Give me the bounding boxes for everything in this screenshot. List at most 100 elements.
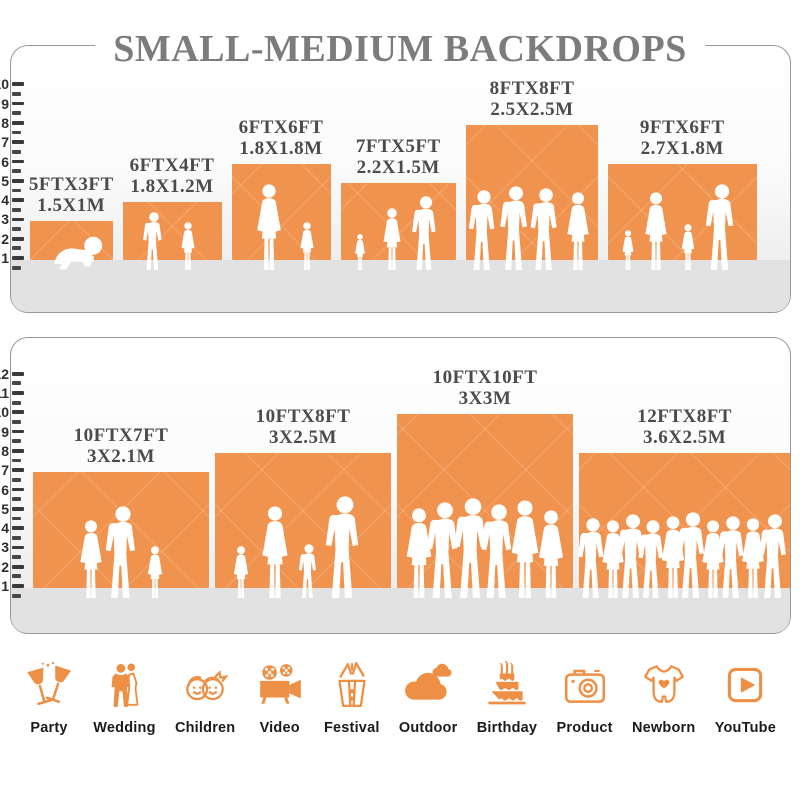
axis-minor-tick — [12, 92, 21, 96]
size-feet-text: 5FTX3FT — [28, 174, 114, 196]
person-silhouette-woman — [661, 516, 684, 598]
axis-tick-label: 3 — [1, 211, 9, 228]
size-feet-text: 8FTX8FT — [489, 77, 575, 99]
size-feet-text: 10FTX10FT — [432, 367, 538, 389]
category-item-wedding: Wedding — [93, 660, 155, 736]
axis-major-tick — [12, 217, 24, 222]
size-meters-text: 2.5X2.5M — [490, 98, 574, 120]
wedding-icon — [99, 660, 149, 710]
axis-tick-label: 5 — [1, 172, 9, 189]
axis-minor-tick — [12, 593, 21, 598]
category-item-birthday: Birthday — [477, 660, 537, 736]
size-feet-text: 6FTX6FT — [238, 116, 324, 138]
axis-tick-label: 4 — [1, 192, 9, 209]
size-meters-text: 2.2X1.5M — [356, 156, 440, 178]
size-feet-text: 10FTX8FT — [255, 405, 351, 427]
axis-tick-label: 8 — [1, 442, 9, 459]
axis-major-tick — [12, 584, 24, 588]
axis-tick-label: 10 — [0, 404, 9, 421]
person-silhouette-woman — [355, 234, 366, 270]
person-silhouette-man — [481, 504, 512, 598]
category-item-children: Children — [175, 660, 235, 736]
axis-major-tick — [12, 506, 24, 511]
backdrop-size-label: 5FTX3FT 1.5X1M — [29, 174, 114, 216]
backdrop-size-label: 10FTX8FT 3X2.5M — [256, 406, 351, 448]
person-silhouette-man — [530, 188, 557, 270]
people-silhouette-group — [355, 196, 436, 270]
backdrop-size-label: 6FTX4FT 1.8X1.2M — [130, 155, 215, 197]
backdrop-size-label: 10FTX7FT 3X2.1M — [74, 425, 169, 467]
axis-minor-tick — [12, 130, 21, 135]
person-silhouette-woman — [622, 230, 634, 270]
axis-tick-label: 1 — [1, 578, 9, 594]
size-meters-text: 2.7X1.8M — [640, 137, 724, 159]
size-feet-text: 10FTX7FT — [73, 425, 169, 447]
axis-tick-label: 2 — [1, 230, 9, 247]
axis-minor-tick — [12, 516, 21, 521]
category-label: Outdoor — [398, 720, 458, 736]
axis-major-tick — [12, 159, 24, 164]
category-label: Video — [259, 720, 300, 736]
person-silhouette-woman — [538, 510, 564, 598]
person-silhouette-woman — [681, 224, 695, 270]
youtube-icon — [720, 660, 770, 710]
backdrop-size-label: 9FTX6FT 2.7X1.8M — [640, 117, 725, 159]
people-silhouette-group — [143, 212, 195, 270]
category-label: Party — [30, 720, 68, 736]
category-item-video: Video — [255, 660, 305, 736]
people-silhouette-group — [257, 184, 314, 270]
person-silhouette-woman — [511, 500, 539, 598]
category-label: Product — [556, 720, 613, 736]
person-silhouette-woman — [406, 508, 432, 598]
axis-major-tick — [12, 101, 24, 106]
party-icon — [24, 660, 74, 710]
axis-minor-tick — [12, 420, 21, 424]
axis-minor-tick — [12, 574, 21, 579]
children-icon — [180, 660, 230, 710]
axis-major-tick — [12, 449, 24, 453]
category-item-festival: Festival — [324, 660, 380, 736]
person-silhouette-man — [454, 498, 486, 598]
people-silhouette-group — [622, 184, 734, 270]
axis-major-tick — [12, 198, 24, 202]
birthday-icon — [482, 660, 532, 710]
backdrop-bar — [608, 163, 757, 260]
axis-tick-label: 5 — [1, 500, 9, 517]
person-silhouette-woman — [701, 520, 724, 598]
size-feet-text: 7FTX5FT — [355, 135, 441, 157]
axis-major-tick — [12, 429, 24, 434]
axis-tick-label: 6 — [1, 153, 9, 170]
people-silhouette-group — [233, 496, 359, 598]
people-silhouette-group — [80, 506, 163, 598]
category-label: Festival — [323, 720, 380, 736]
person-silhouette-man — [469, 190, 495, 270]
festival-icon — [327, 660, 377, 710]
size-meters-text: 3.6X2.5M — [643, 426, 727, 448]
axis-tick-label: 9 — [1, 423, 9, 440]
video-icon — [255, 660, 305, 710]
people-silhouette-group — [54, 236, 103, 270]
ground-strip — [11, 588, 790, 633]
person-silhouette-man — [105, 506, 135, 598]
axis-tick-label: 3 — [1, 539, 9, 556]
person-silhouette-man — [577, 518, 603, 598]
axis-major-tick — [12, 236, 24, 241]
backdrop-size-label: 10FTX10FT 3X3M — [433, 367, 538, 409]
category-label: Children — [174, 720, 236, 736]
size-meters-text: 1.8X1.2M — [130, 176, 214, 198]
axis-tick-label: 8 — [1, 114, 9, 131]
axis-minor-tick — [12, 227, 21, 231]
axis-minor-tick — [12, 381, 21, 386]
axis-tick-label: 7 — [1, 134, 9, 151]
person-silhouette-man — [298, 544, 317, 598]
axis-major-tick — [12, 545, 24, 550]
size-meters-text: 3X3M — [458, 388, 512, 410]
axis-major-tick — [12, 526, 24, 530]
person-silhouette-woman — [741, 518, 764, 598]
axis-tick-label: 6 — [1, 481, 9, 498]
axis-minor-tick — [12, 265, 21, 270]
panel-size-chart-bottom: 12345678910111210FTX7FT3X2.1M10FTX8FT3X2… — [0, 337, 791, 634]
axis-minor-tick — [12, 497, 21, 502]
axis-major-tick — [12, 140, 24, 145]
axis-tick-label: 10 — [0, 76, 9, 93]
